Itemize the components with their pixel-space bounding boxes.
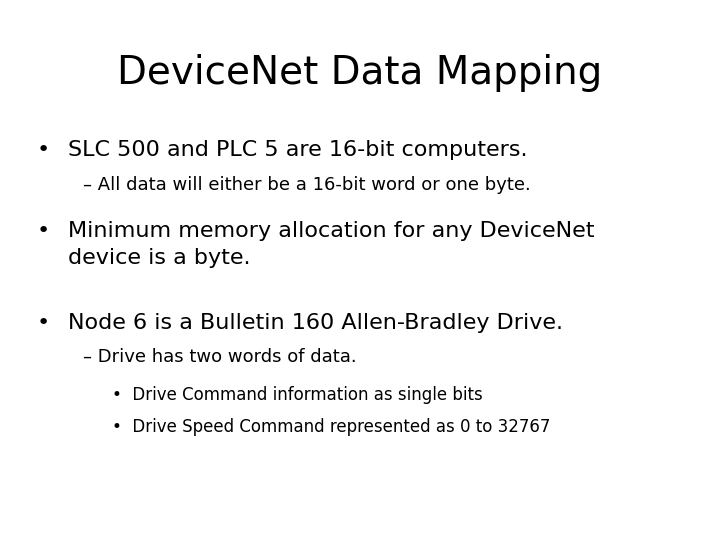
Text: – All data will either be a 16-bit word or one byte.: – All data will either be a 16-bit word … [83, 176, 531, 193]
Text: •  Drive Speed Command represented as 0 to 32767: • Drive Speed Command represented as 0 t… [112, 418, 550, 436]
Text: Node 6 is a Bulletin 160 Allen-Bradley Drive.: Node 6 is a Bulletin 160 Allen-Bradley D… [68, 313, 563, 333]
Text: •: • [37, 221, 50, 241]
Text: SLC 500 and PLC 5 are 16-bit computers.: SLC 500 and PLC 5 are 16-bit computers. [68, 140, 528, 160]
Text: – Drive has two words of data.: – Drive has two words of data. [83, 348, 356, 366]
Text: DeviceNet Data Mapping: DeviceNet Data Mapping [117, 54, 603, 92]
Text: •: • [37, 140, 50, 160]
Text: Minimum memory allocation for any DeviceNet
device is a byte.: Minimum memory allocation for any Device… [68, 221, 595, 268]
Text: •  Drive Command information as single bits: • Drive Command information as single bi… [112, 386, 482, 404]
Text: •: • [37, 313, 50, 333]
